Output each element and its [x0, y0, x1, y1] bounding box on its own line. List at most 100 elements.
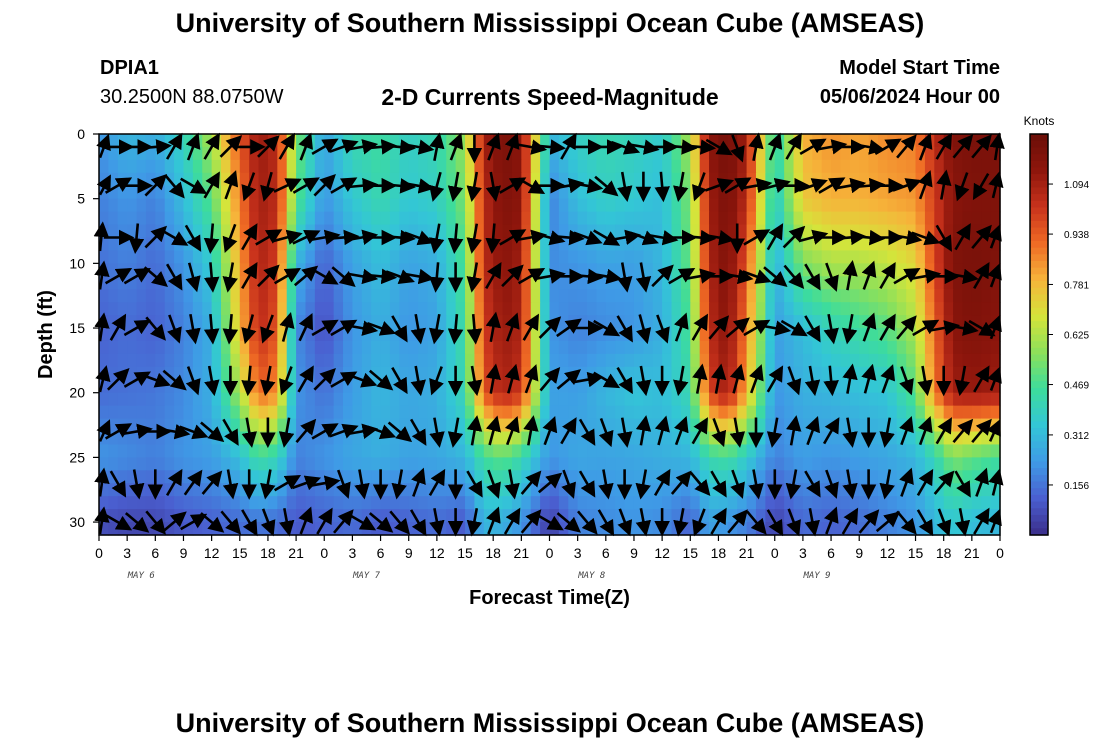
heatmap-cell — [887, 431, 898, 446]
heatmap-cell — [596, 431, 607, 446]
heatmap-cell — [183, 522, 194, 536]
current-arrow — [316, 507, 333, 535]
heatmap-cell — [605, 496, 616, 510]
heatmap-cell — [145, 224, 156, 239]
colorbar-segment — [1030, 247, 1048, 255]
heatmap-cell — [709, 444, 720, 458]
heatmap-cell — [680, 276, 691, 290]
heatmap-cell — [314, 457, 325, 471]
heatmap-cell — [568, 470, 579, 484]
current-arrow — [485, 363, 502, 394]
heatmap-cell — [455, 185, 466, 200]
heatmap-cell — [568, 276, 579, 290]
heatmap-cell — [558, 379, 569, 394]
current-arrow — [123, 268, 151, 285]
current-arrow — [165, 263, 183, 291]
heatmap-cell — [943, 159, 954, 174]
heatmap-cell — [765, 496, 776, 510]
heatmap-cell — [699, 509, 710, 523]
heatmap-cell — [474, 172, 485, 187]
heatmap-cell — [286, 405, 297, 420]
heatmap-cell — [483, 224, 494, 239]
heatmap-cell — [361, 457, 372, 471]
current-arrow — [368, 369, 394, 391]
current-arrow — [429, 366, 444, 396]
heatmap-cell — [793, 353, 804, 368]
heatmap-cell — [896, 418, 907, 433]
heatmap-cell — [361, 340, 372, 355]
heatmap-cell — [709, 457, 720, 471]
heatmap-cell — [108, 483, 119, 497]
heatmap-cell — [483, 134, 494, 148]
heatmap-cell — [371, 185, 382, 200]
heatmap-cell — [474, 250, 485, 264]
heatmap-cell — [239, 340, 250, 355]
heatmap-cell — [436, 457, 447, 471]
heatmap-cell — [511, 328, 522, 342]
heatmap-cell — [418, 340, 429, 355]
current-arrow — [987, 366, 1002, 391]
heatmap-cell — [174, 340, 185, 355]
heatmap-cell — [784, 431, 795, 446]
heatmap-cell — [474, 146, 485, 161]
heatmap-cell — [680, 340, 691, 355]
current-arrow — [954, 470, 971, 498]
heatmap-cell — [99, 328, 109, 342]
heatmap-cell — [249, 470, 260, 484]
heatmap-cell — [981, 198, 992, 213]
heatmap-cell — [380, 237, 391, 252]
heatmap-cell — [455, 496, 466, 510]
current-arrow — [542, 415, 558, 446]
heatmap-cell — [971, 198, 982, 213]
current-arrow — [179, 424, 209, 440]
heatmap-cell — [493, 405, 504, 420]
heatmap-cell — [962, 185, 973, 200]
heatmap-cell — [765, 522, 776, 536]
heatmap-cell — [896, 405, 907, 420]
heatmap-cell — [183, 250, 194, 264]
heatmap-cell — [662, 483, 673, 497]
heatmap-cell — [746, 444, 757, 458]
heatmap-cell — [568, 457, 579, 471]
heatmap-cell — [727, 211, 738, 226]
colorbar-segment — [1030, 461, 1048, 469]
current-arrow — [673, 312, 689, 342]
heatmap-cell — [389, 431, 400, 446]
heatmap-cell — [211, 211, 222, 226]
current-arrow — [94, 312, 110, 342]
heatmap-cell — [493, 328, 504, 342]
heatmap-cell — [793, 483, 804, 497]
current-arrow — [723, 268, 754, 285]
heatmap-cell — [859, 340, 870, 355]
heatmap-cell — [267, 509, 278, 523]
heatmap-cell — [174, 211, 185, 226]
heatmap-cell — [127, 263, 138, 277]
heatmap-cell — [427, 457, 438, 471]
heatmap-cell — [352, 328, 363, 342]
heatmap-cell — [671, 146, 682, 161]
current-arrow — [466, 415, 483, 446]
current-arrow — [466, 470, 483, 498]
heatmap-cell — [971, 366, 982, 381]
heatmap-cell — [540, 444, 551, 458]
heatmap-cell — [127, 366, 138, 381]
current-arrow — [635, 415, 652, 446]
heatmap-cell — [690, 379, 701, 394]
heatmap-cell — [324, 250, 335, 264]
heatmap-cell — [906, 328, 917, 342]
heatmap-cell — [633, 470, 644, 484]
heatmap-cell — [831, 522, 842, 536]
current-arrow — [841, 313, 858, 345]
heatmap-cell — [615, 470, 626, 484]
heatmap-cell — [915, 198, 926, 213]
heatmap-cell — [774, 302, 785, 316]
heatmap-cell — [399, 392, 410, 407]
current-arrow — [222, 223, 238, 254]
current-arrow — [278, 417, 295, 448]
heatmap-cell — [483, 289, 494, 303]
current-arrow — [598, 417, 614, 448]
heatmap-cell — [896, 366, 907, 381]
current-arrow — [347, 229, 379, 246]
heatmap-cell — [183, 172, 194, 187]
heatmap-cell — [802, 405, 813, 420]
